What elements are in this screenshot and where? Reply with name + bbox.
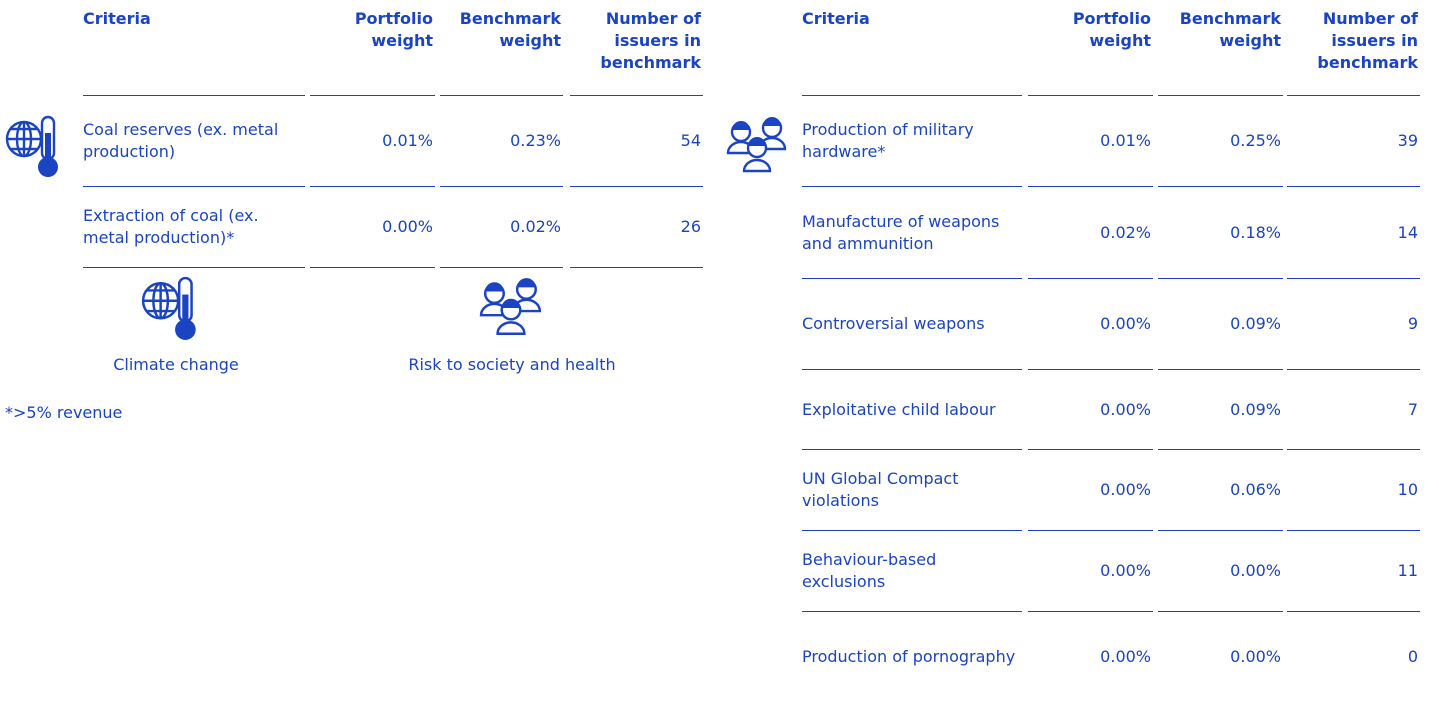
climate-icon: [140, 275, 206, 343]
criteria-cell: Production of pornography: [802, 646, 1016, 666]
value-cell: 0: [1407, 646, 1418, 666]
value-cell: 0.02%: [440, 187, 563, 268]
column-header: Portfolio weight: [1028, 0, 1153, 96]
value-cell: 7: [1287, 370, 1420, 450]
climate-icon: [4, 114, 68, 180]
criteria-cell: Manufacture of weapons and ammunition: [802, 187, 1022, 279]
legend-label: Climate change: [113, 355, 239, 374]
value-cell: 0.23%: [440, 96, 563, 187]
value-cell: 39: [1287, 96, 1420, 187]
value-cell: 0.02%: [1028, 187, 1153, 279]
column-header: Number of issuers in benchmark: [1287, 0, 1420, 96]
legend-label: Risk to society and health: [408, 355, 616, 374]
criteria-cell: Controversial weapons: [802, 279, 1022, 370]
value-cell: 0.00%: [1028, 531, 1153, 612]
society-icon: [726, 114, 790, 180]
criteria-cell: Exploitative child labour: [802, 370, 1022, 450]
footnote: *>5% revenue: [5, 403, 123, 422]
value-cell: 0.00%: [310, 187, 435, 268]
value-cell: 0.01%: [310, 96, 435, 187]
criteria-cell: Extraction of coal (ex. metal production…: [83, 187, 305, 268]
value-cell: 0.09%: [1158, 370, 1283, 450]
criteria-cell: Behaviour-based exclusions: [802, 531, 1022, 612]
value-cell: 10: [1287, 450, 1420, 531]
value-cell: 0.00%: [1100, 646, 1151, 666]
value-cell: 9: [1287, 279, 1420, 370]
value-cell: 11: [1287, 531, 1420, 612]
value-cell: 0.00%: [1028, 450, 1153, 531]
column-header: Benchmark weight: [440, 0, 563, 96]
value-cell: 0.01%: [1028, 96, 1153, 187]
criteria-cell: Coal reserves (ex. metal production): [83, 96, 305, 187]
column-header: Number of issuers in benchmark: [570, 0, 703, 96]
value-cell: 26: [570, 187, 703, 268]
criteria-cell: UN Global Compact violations: [802, 450, 1022, 531]
column-header: Portfolio weight: [310, 0, 435, 96]
value-cell: 0.18%: [1158, 187, 1283, 279]
column-header: Criteria: [802, 0, 1022, 96]
value-cell: 0.00%: [1158, 531, 1283, 612]
value-cell: 54: [570, 96, 703, 187]
value-cell: 0.06%: [1158, 450, 1283, 531]
value-cell: 0.00%: [1230, 646, 1281, 666]
column-header: Criteria: [83, 0, 305, 96]
column-header: Benchmark weight: [1158, 0, 1283, 96]
value-cell: 0.00%: [1028, 370, 1153, 450]
value-cell: 14: [1287, 187, 1420, 279]
value-cell: 0.25%: [1158, 96, 1283, 187]
criteria-cell: Production of military hardware*: [802, 96, 1022, 187]
value-cell: 0.09%: [1158, 279, 1283, 370]
value-cell: 0.00%: [1028, 279, 1153, 370]
society-icon: [479, 275, 545, 343]
